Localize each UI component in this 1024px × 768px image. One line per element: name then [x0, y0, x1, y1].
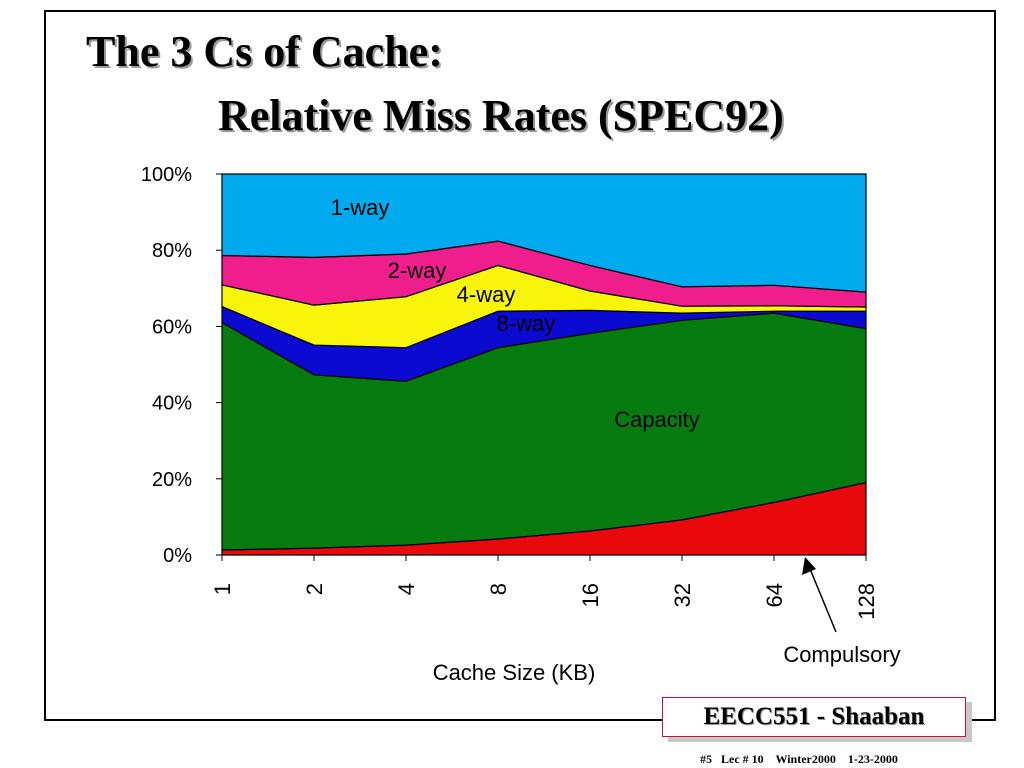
slide-title-line1: The 3 Cs of Cache: — [86, 27, 443, 76]
y-tick-label: 100% — [141, 164, 192, 186]
x-tick-label: 16 — [578, 583, 603, 607]
area-label-1-way: 1-way — [331, 195, 390, 220]
x-tick-label: 8 — [486, 583, 511, 595]
y-tick-label: 40% — [152, 393, 192, 415]
y-tick-label: 60% — [152, 316, 192, 338]
area-label-capacity: Capacity — [614, 407, 700, 432]
x-tick-label: 32 — [670, 583, 695, 607]
x-tick-label: 1 — [210, 583, 235, 595]
x-tick-label: 64 — [762, 583, 787, 607]
course-badge: EECC551 - Shaaban — [662, 697, 966, 737]
slide-frame — [44, 10, 996, 721]
x-tick-label: 2 — [302, 583, 327, 595]
callout-label-compulsory: Compulsory — [783, 642, 900, 667]
x-tick-label: 4 — [394, 583, 419, 595]
area-label-8-way: 8-way — [497, 311, 556, 336]
y-tick-label: 80% — [152, 240, 192, 262]
x-axis-label: Cache Size (KB) — [433, 660, 596, 685]
x-tick-group: 1 2 4 8 16 32 64 128 — [210, 555, 879, 620]
slide-title-line2: Relative Miss Rates (SPEC92) — [218, 91, 784, 140]
area-series-group — [221, 173, 867, 556]
y-tick-label: 20% — [152, 469, 192, 491]
y-tick-label: 0% — [163, 545, 192, 567]
slide-footer: #5 Lec # 10 Winter2000 1-23-2000 — [700, 752, 898, 766]
callout-arrow-head — [802, 557, 816, 575]
area-label-group: 1-way 2-way 4-way 8-way Capacity — [331, 195, 700, 432]
area-label-2-way: 2-way — [388, 258, 447, 283]
y-tick-group: 0% 20% 40% 60% 80% 100% — [141, 164, 222, 567]
area-label-4-way: 4-way — [457, 282, 516, 307]
callout-arrow-line — [807, 563, 837, 633]
x-tick-label: 128 — [854, 583, 879, 620]
